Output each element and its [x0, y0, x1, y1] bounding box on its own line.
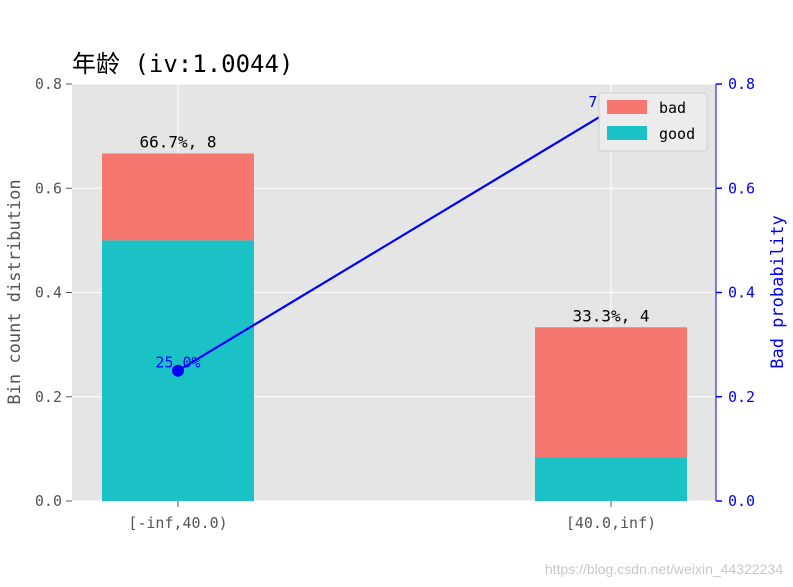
- y2-tick-label: 0.6: [728, 179, 755, 197]
- legend-swatch-good: [607, 126, 647, 140]
- legend-label-good: good: [659, 125, 695, 143]
- chart-title: 年龄 (iv:1.0044): [72, 50, 293, 78]
- y-tick-label: 0.8: [35, 75, 62, 93]
- bar-bad: [102, 153, 254, 241]
- y-tick-label: 0.6: [35, 179, 62, 197]
- axes: 0.0 0.2 0.4 0.6 0.8 0.0 0.2 0.4 0.6 0.8 [-inf,40.0…: [35, 75, 755, 532]
- y2-tick-label: 0.2: [728, 388, 755, 406]
- y2-tick-label: 0.0: [728, 492, 755, 510]
- bar-good: [535, 457, 687, 501]
- y2-tick-label: 0.4: [728, 284, 755, 302]
- x-tick-label: [-inf,40.0): [128, 514, 227, 532]
- legend-label-bad: bad: [659, 99, 686, 117]
- legend: bad good: [598, 92, 708, 152]
- bar-labels: 66.7%, 8 33.3%, 4: [139, 132, 649, 325]
- y-tick-label: 0.4: [35, 284, 62, 302]
- x-tick-label: [40.0,inf): [566, 514, 656, 532]
- line-point: [172, 364, 184, 377]
- y-tick-label: 0.0: [35, 492, 62, 510]
- line-path: [177, 109, 612, 372]
- bar-total-label: 66.7%, 8: [139, 132, 216, 151]
- y-tick-label: 0.2: [35, 388, 62, 406]
- y2-axis-label: Bad probability: [768, 215, 788, 369]
- legend-swatch-bad: [607, 100, 647, 114]
- bar-total-label: 33.3%, 4: [572, 306, 649, 325]
- line-point-label: 25.0%: [155, 354, 200, 372]
- y-axis-label: Bin count distribution: [5, 179, 25, 404]
- bars: [102, 153, 687, 501]
- bar-bad: [535, 327, 687, 458]
- watermark: https://blog.csdn.net/weixin_44322234: [545, 561, 783, 577]
- y2-tick-label: 0.8: [728, 75, 755, 93]
